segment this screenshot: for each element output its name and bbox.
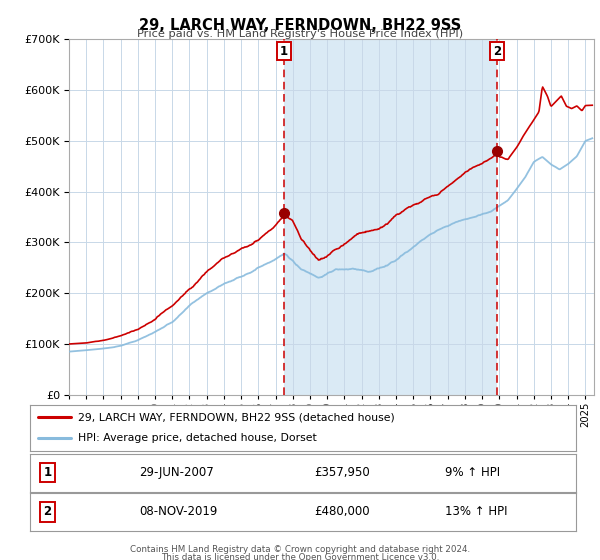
Text: 29, LARCH WAY, FERNDOWN, BH22 9SS (detached house): 29, LARCH WAY, FERNDOWN, BH22 9SS (detac… xyxy=(78,412,395,422)
Text: 9% ↑ HPI: 9% ↑ HPI xyxy=(445,466,500,479)
Text: £480,000: £480,000 xyxy=(314,505,370,519)
Text: £357,950: £357,950 xyxy=(314,466,370,479)
Text: HPI: Average price, detached house, Dorset: HPI: Average price, detached house, Dors… xyxy=(78,433,317,444)
Text: 2: 2 xyxy=(43,505,52,519)
Text: 1: 1 xyxy=(43,466,52,479)
Text: 1: 1 xyxy=(280,45,288,58)
Text: This data is licensed under the Open Government Licence v3.0.: This data is licensed under the Open Gov… xyxy=(161,553,439,560)
Text: Price paid vs. HM Land Registry's House Price Index (HPI): Price paid vs. HM Land Registry's House … xyxy=(137,29,463,39)
Text: 29, LARCH WAY, FERNDOWN, BH22 9SS: 29, LARCH WAY, FERNDOWN, BH22 9SS xyxy=(139,18,461,33)
Text: 29-JUN-2007: 29-JUN-2007 xyxy=(139,466,214,479)
Bar xyxy=(284,39,497,395)
Text: 08-NOV-2019: 08-NOV-2019 xyxy=(139,505,218,519)
Text: 2: 2 xyxy=(493,45,501,58)
Text: 13% ↑ HPI: 13% ↑ HPI xyxy=(445,505,508,519)
Text: Contains HM Land Registry data © Crown copyright and database right 2024.: Contains HM Land Registry data © Crown c… xyxy=(130,545,470,554)
